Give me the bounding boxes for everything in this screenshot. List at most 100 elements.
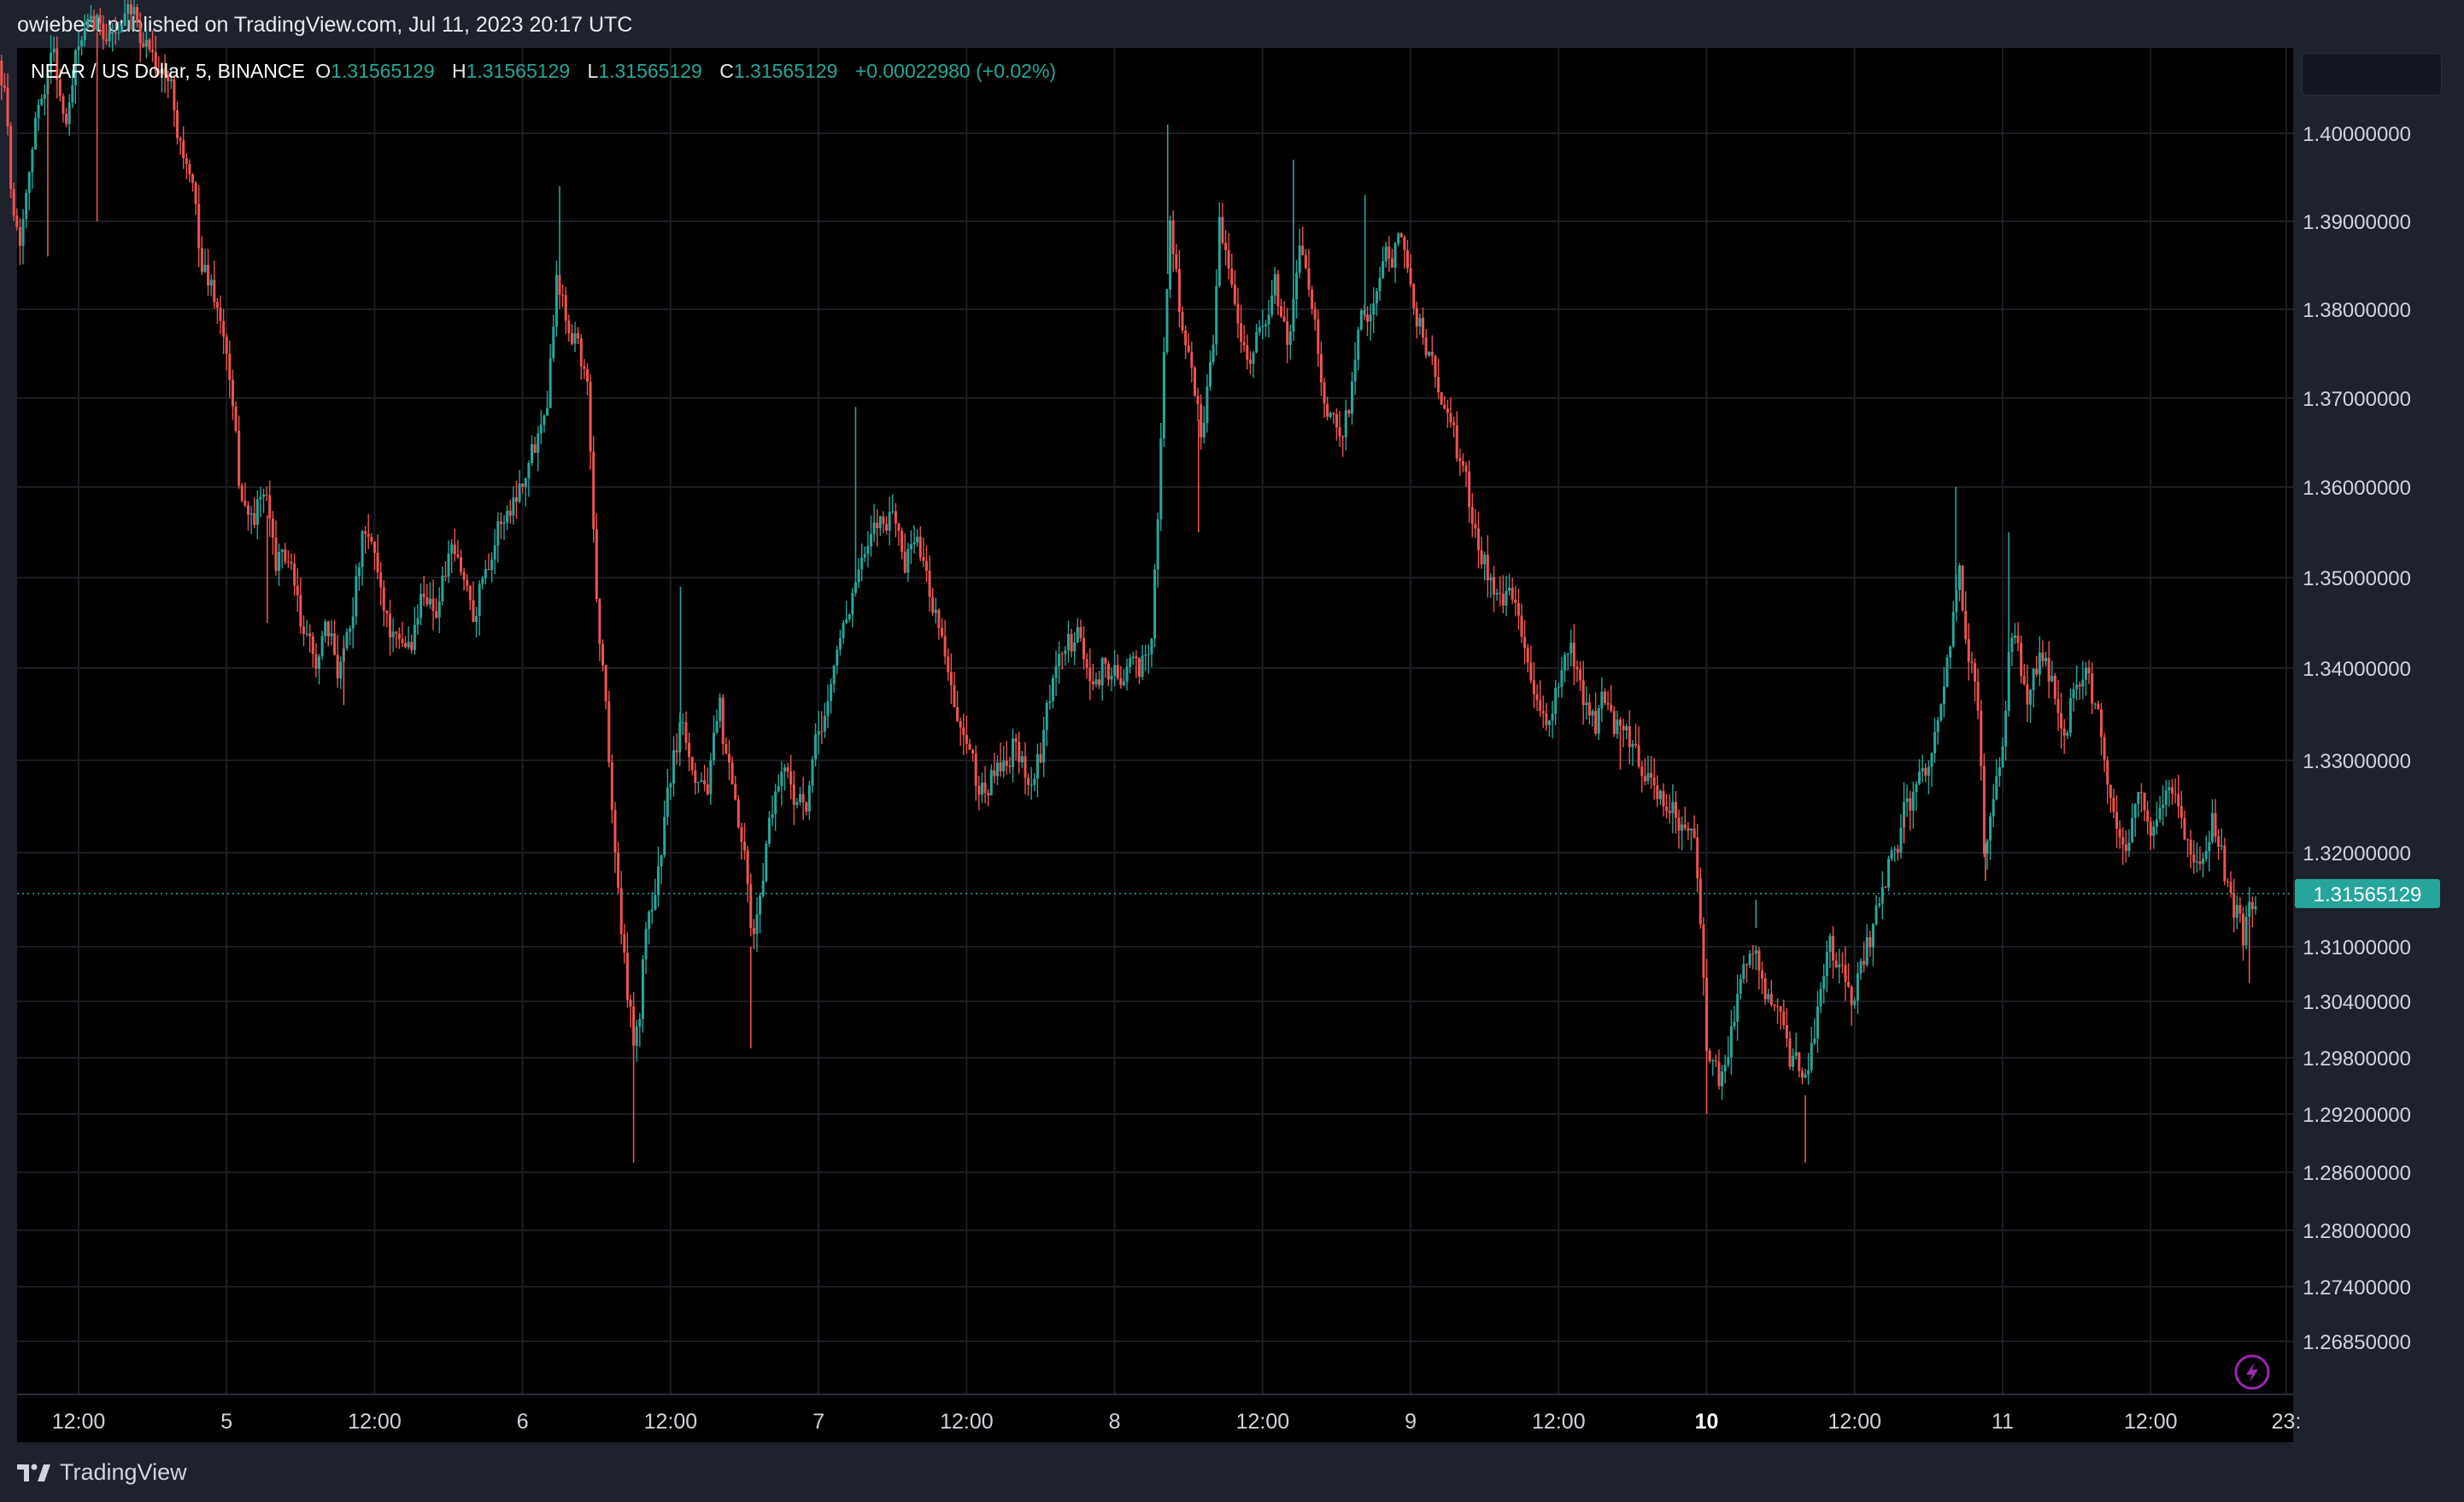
candle-down <box>367 513 370 549</box>
candle-up <box>1129 654 1132 674</box>
candle-body <box>1261 326 1264 328</box>
candle-body <box>3 85 6 88</box>
candle-down <box>1240 304 1243 354</box>
candle-body <box>817 730 820 735</box>
tradingview-brand[interactable]: TradingView <box>17 1459 187 1486</box>
candle-down <box>410 634 414 654</box>
candle-body <box>774 791 777 814</box>
candle-body <box>80 39 84 47</box>
candle-body <box>65 114 68 125</box>
candle-body <box>1085 659 1088 668</box>
candle-down <box>240 483 243 503</box>
candle-up <box>995 754 999 785</box>
candle-body <box>1989 816 1992 841</box>
candle-body <box>539 425 543 434</box>
candle-body <box>136 7 139 23</box>
candle-up <box>1998 757 2001 787</box>
candle-body <box>2066 732 2069 736</box>
candle-up <box>1045 700 1048 747</box>
candle-down <box>1338 410 1341 447</box>
candle-down <box>1193 366 1196 397</box>
candle-down <box>468 584 472 611</box>
candle-down <box>231 369 234 420</box>
chart-settings-box[interactable] <box>2302 53 2442 96</box>
candle-body <box>1131 656 1135 659</box>
candle-up <box>807 780 811 820</box>
candle-body <box>1135 656 1138 659</box>
candle-body <box>1387 246 1391 259</box>
candle-body <box>650 909 654 912</box>
candle-body <box>1961 565 1964 611</box>
chart-frame[interactable]: 1.40000000 1.39000000 1.38000000 1.37000000… <box>0 0 2440 1442</box>
candle-up <box>255 490 259 540</box>
candle-body <box>2020 642 2023 677</box>
candle-down <box>154 36 157 77</box>
candle-down <box>1909 790 1912 831</box>
candle-body <box>1211 344 1215 362</box>
candle-body <box>2035 668 2039 675</box>
candle-body <box>1042 730 1046 763</box>
candle-body <box>610 762 613 810</box>
footer-bar <box>0 1442 2464 1502</box>
candle-down <box>2047 641 2050 699</box>
candle-up <box>1261 309 1264 340</box>
candle-down <box>389 599 392 656</box>
candle-down <box>58 68 62 102</box>
candle-down <box>379 561 383 606</box>
candle-up <box>909 530 912 565</box>
candle-down <box>1082 626 1086 670</box>
lightning-alert-icon[interactable] <box>2234 1354 2270 1390</box>
candle-up <box>2248 887 2251 922</box>
candle-down <box>397 627 401 649</box>
candle-body <box>25 192 28 220</box>
candle-body <box>21 219 25 246</box>
candle-up <box>1162 337 1165 448</box>
candle-down <box>1387 236 1391 272</box>
candle-body <box>219 308 222 321</box>
candle-up <box>755 897 759 953</box>
candle-body <box>931 596 935 613</box>
price-axis-label: 1.27400000 <box>2303 1276 2411 1300</box>
candle-down <box>1832 925 1835 979</box>
candle-up <box>1792 1047 1795 1071</box>
candle-body <box>27 172 31 193</box>
candle-up <box>2164 779 2168 817</box>
candle-body <box>783 767 786 772</box>
candle-up <box>71 70 74 109</box>
price-axis-label: 1.33000000 <box>2303 750 2411 773</box>
candle-body <box>1869 937 1872 948</box>
candle-down <box>1119 666 1123 689</box>
candle-up <box>1048 684 1052 710</box>
candle-body <box>2004 710 2008 747</box>
candle-down <box>2198 846 2202 871</box>
candle-body <box>1816 1006 1819 1039</box>
candle-body <box>977 785 981 795</box>
candle-down <box>1233 270 1236 307</box>
candle-body <box>1729 1026 1733 1058</box>
candle-down <box>1236 287 1240 339</box>
candle-body <box>2026 684 2029 705</box>
candle-down <box>987 789 990 807</box>
candle-body <box>1323 382 1326 404</box>
candle-up <box>1344 399 1347 450</box>
candle-body <box>151 50 155 53</box>
candle-up <box>851 587 854 628</box>
candle-body <box>1446 408 1449 414</box>
candle-down <box>625 932 629 1008</box>
candle-down <box>2121 827 2125 865</box>
candle-up <box>2045 651 2048 667</box>
candlestick-chart[interactable]: 1.400000001.390000001.380000001.37000000… <box>0 0 2447 1442</box>
candle-body <box>336 654 339 678</box>
candle-body <box>1282 316 1286 322</box>
candle-body <box>903 551 906 573</box>
candle-body <box>1804 1074 1807 1078</box>
candle-down <box>271 511 274 555</box>
legend-symbol[interactable]: NEAR / US Dollar, 5, BINANCE <box>31 60 305 82</box>
candle-body <box>207 264 210 286</box>
candle-body <box>2109 784 2112 798</box>
candle-down <box>225 332 228 371</box>
legend-open-label: O <box>315 60 331 82</box>
candle-body <box>672 750 676 784</box>
candle-body <box>1579 669 1582 681</box>
candle-up <box>349 625 352 646</box>
